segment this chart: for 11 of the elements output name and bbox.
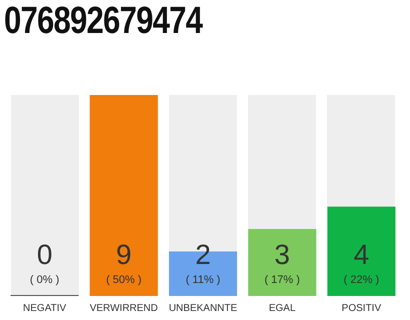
x-tick-label: EGAL	[268, 302, 296, 314]
data-label: 0 ( 0% )	[30, 239, 60, 286]
data-label: 9 ( 50% )	[106, 239, 142, 286]
x-tick-label: NEGATIV	[23, 302, 67, 314]
x-tick-label: POSITIV	[342, 302, 382, 314]
data-label: 3 ( 17% )	[264, 239, 300, 286]
x-tick-label: UNBEKANNTE	[168, 302, 238, 314]
x-tick-label: VERWIRREND	[90, 302, 158, 314]
chart-title: 076892679474	[4, 0, 202, 43]
data-label: 4 ( 22% )	[344, 239, 380, 286]
bar	[90, 95, 158, 296]
